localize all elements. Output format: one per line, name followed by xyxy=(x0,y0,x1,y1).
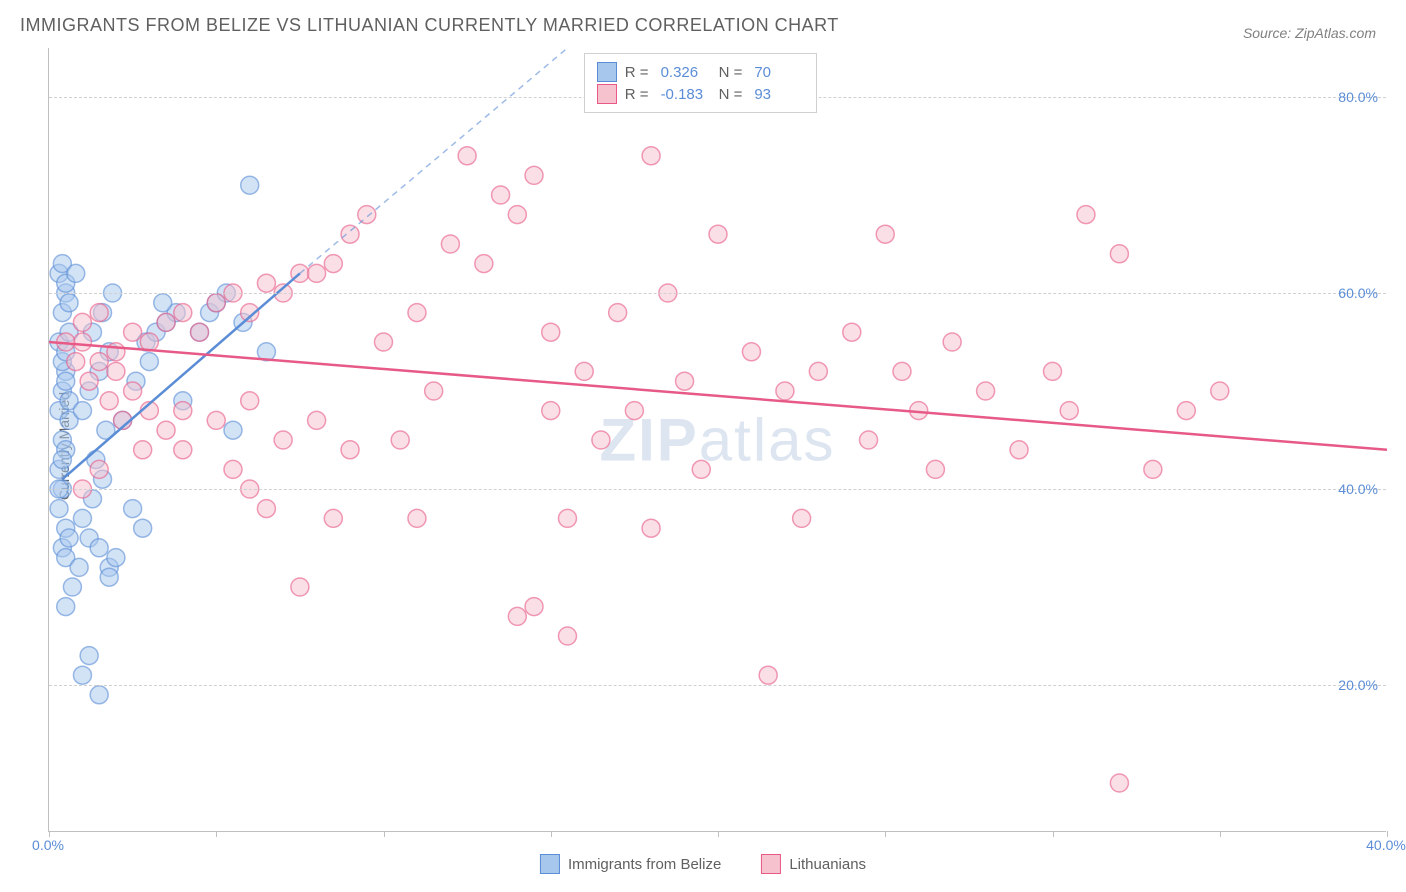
legend-label-lithuanians: Lithuanians xyxy=(789,856,866,873)
plot-area: ZIPatlas 20.0%40.0%60.0%80.0%R =0.326N =… xyxy=(48,48,1386,832)
legend-item-belize: Immigrants from Belize xyxy=(540,854,721,874)
chart-title: IMMIGRANTS FROM BELIZE VS LITHUANIAN CUR… xyxy=(20,15,839,36)
legend-stats: R =0.326N =70R =-0.183N =93 xyxy=(584,53,818,113)
source-attribution: Source: ZipAtlas.com xyxy=(1243,25,1376,41)
swatch-belize xyxy=(540,854,560,874)
swatch-lithuanians xyxy=(761,854,781,874)
chart-container: IMMIGRANTS FROM BELIZE VS LITHUANIAN CUR… xyxy=(0,0,1406,892)
chart-svg xyxy=(49,48,1386,831)
legend-label-belize: Immigrants from Belize xyxy=(568,856,721,873)
legend-item-lithuanians: Lithuanians xyxy=(761,854,866,874)
legend-bottom: Immigrants from Belize Lithuanians xyxy=(540,854,866,874)
